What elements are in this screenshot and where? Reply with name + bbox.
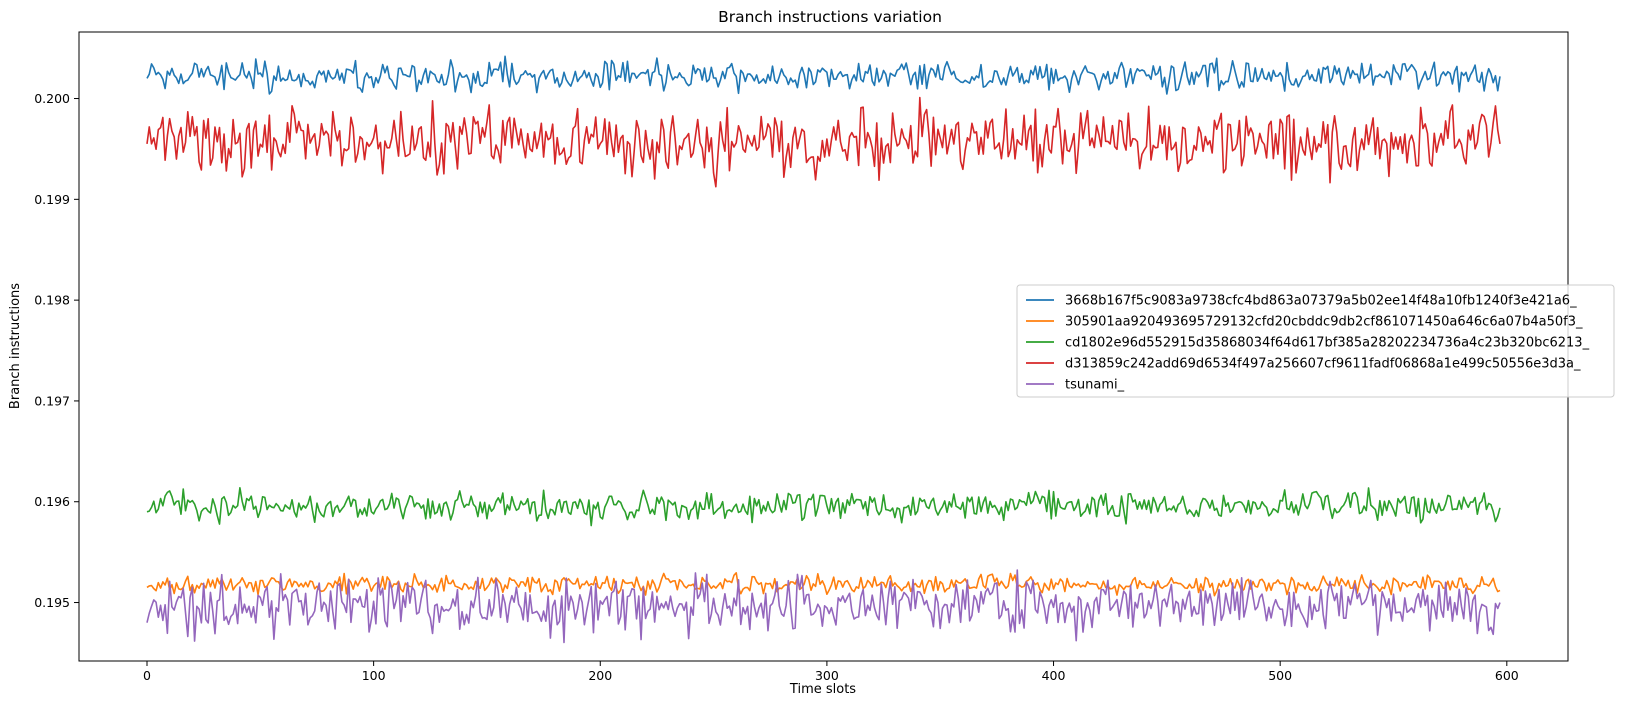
y-axis: 0.195 0.196 0.197 0.198 0.199 0.200 (34, 91, 79, 610)
legend-label: 3668b167f5c9083a9738cfc4bd863a07379a5b02… (1065, 294, 1577, 309)
y-tick-label: 0.196 (34, 494, 70, 509)
x-tick-label: 500 (1268, 668, 1292, 683)
legend: 3668b167f5c9083a9738cfc4bd863a07379a5b02… (1016, 284, 1615, 398)
x-tick-label: 100 (362, 668, 386, 683)
series-line-3 (146, 486, 1501, 527)
series-line-5 (146, 569, 1501, 644)
y-tick-label: 0.199 (34, 192, 70, 207)
series-line-1 (146, 55, 1501, 95)
x-tick-label: 600 (1495, 668, 1519, 683)
x-axis: 0 100 200 300 400 500 600 (143, 661, 1519, 683)
legend-label: tsunami_ (1065, 378, 1125, 393)
legend-label: d313859c242add69d6534f497a256607cf9611fa… (1065, 357, 1581, 372)
legend-items: 3668b167f5c9083a9738cfc4bd863a07379a5b02… (1026, 294, 1590, 393)
legend-box (1016, 284, 1615, 398)
x-tick-label: 0 (143, 668, 151, 683)
chart-title: Branch instructions variation (718, 8, 942, 26)
y-axis-label: Branch instructions (8, 283, 23, 409)
x-tick-label: 300 (815, 668, 839, 683)
y-tick-label: 0.197 (34, 393, 70, 408)
legend-label: cd1802e96d552915d35868034f64d617bf385a28… (1065, 336, 1590, 351)
series-line-2 (146, 572, 1501, 597)
x-axis-label: Time slots (789, 682, 856, 697)
y-tick-label: 0.198 (34, 293, 70, 308)
series-layer (146, 55, 1501, 644)
y-tick-label: 0.200 (34, 91, 70, 106)
series-line-4 (146, 96, 1501, 188)
x-tick-label: 400 (1042, 668, 1066, 683)
x-tick-label: 200 (588, 668, 612, 683)
y-tick-label: 0.195 (34, 595, 70, 610)
legend-label: 305901aa920493695729132cfd20cbddc9db2cf8… (1065, 315, 1583, 330)
